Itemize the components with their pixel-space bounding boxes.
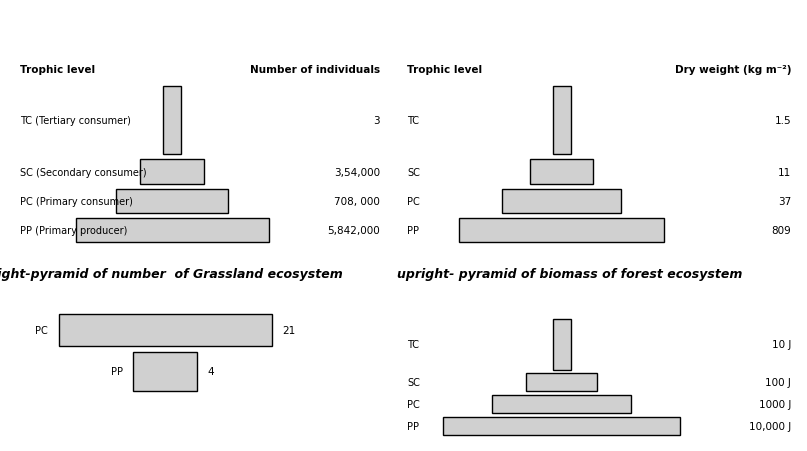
Text: TC: TC (408, 340, 420, 350)
Bar (443, 417, 680, 435)
Text: 100 J: 100 J (765, 377, 791, 387)
Text: Dry weight (kg m⁻²): Dry weight (kg m⁻²) (675, 65, 791, 75)
Text: 21: 21 (282, 325, 295, 335)
Text: PP: PP (408, 421, 420, 431)
Text: PP: PP (408, 226, 420, 235)
Bar (526, 373, 597, 391)
Bar (76, 218, 269, 243)
Text: 37: 37 (778, 197, 791, 207)
Text: 4: 4 (208, 367, 215, 377)
Text: SC: SC (408, 167, 420, 177)
Text: PC: PC (408, 197, 420, 207)
Text: Trophic level: Trophic level (20, 65, 95, 75)
Bar (116, 189, 228, 214)
Bar (553, 319, 571, 370)
Text: 809: 809 (771, 226, 791, 235)
Bar (459, 218, 664, 243)
Text: TC (Tertiary consumer): TC (Tertiary consumer) (20, 116, 131, 126)
Text: 5,842,000: 5,842,000 (327, 226, 380, 235)
Text: TC: TC (408, 116, 420, 126)
Text: 10,000 J: 10,000 J (749, 421, 791, 431)
Bar (59, 314, 272, 346)
Text: PP (Primary producer): PP (Primary producer) (20, 226, 128, 235)
Text: Number of individuals: Number of individuals (250, 65, 380, 75)
Text: upright- pyramid of biomass of forest ecosystem: upright- pyramid of biomass of forest ec… (397, 267, 742, 280)
Text: PP: PP (111, 367, 123, 377)
Bar (140, 160, 203, 184)
Bar (163, 87, 182, 155)
Text: PC: PC (36, 325, 48, 335)
Text: 11: 11 (778, 167, 791, 177)
Text: Upright-pyramid of number  of Grassland ecosystem: Upright-pyramid of number of Grassland e… (0, 267, 343, 280)
Bar (492, 395, 631, 413)
Text: 1000 J: 1000 J (759, 399, 791, 409)
Text: PC: PC (408, 399, 420, 409)
Bar (502, 189, 621, 214)
Text: 10 J: 10 J (771, 340, 791, 350)
Bar (133, 352, 197, 391)
Text: PC (Primary consumer): PC (Primary consumer) (20, 197, 132, 207)
Text: SC: SC (408, 377, 420, 387)
Text: Trophic level: Trophic level (408, 65, 483, 75)
Text: SC (Secondary consumer): SC (Secondary consumer) (20, 167, 147, 177)
Bar (553, 87, 571, 155)
Bar (530, 160, 593, 184)
Text: 1.5: 1.5 (775, 116, 791, 126)
Text: 708, 000: 708, 000 (334, 197, 380, 207)
Text: 3: 3 (374, 116, 380, 126)
Text: 3,54,000: 3,54,000 (334, 167, 380, 177)
